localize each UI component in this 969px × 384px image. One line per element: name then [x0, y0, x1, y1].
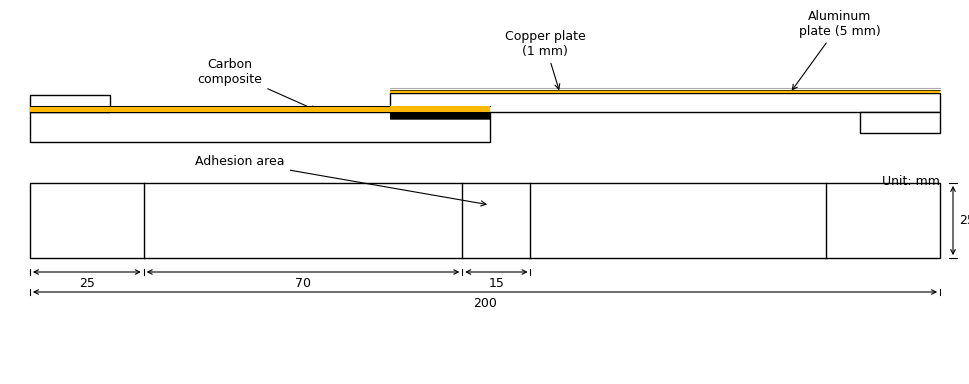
Bar	[390, 93, 940, 112]
Text: 15: 15	[488, 277, 504, 290]
Bar	[390, 112, 490, 119]
Text: 25: 25	[78, 277, 95, 290]
Text: Unit: mm: Unit: mm	[882, 175, 940, 188]
Text: Adhesion area: Adhesion area	[195, 155, 486, 206]
Text: 200: 200	[473, 297, 497, 310]
Text: 25: 25	[959, 214, 969, 227]
Bar	[390, 106, 490, 112]
Bar	[390, 90, 940, 93]
Bar	[30, 95, 110, 112]
Text: Copper plate
(1 mm): Copper plate (1 mm)	[505, 30, 585, 89]
Bar	[860, 112, 940, 133]
Text: Carbon
composite: Carbon composite	[198, 58, 316, 111]
Text: Aluminum
plate (5 mm): Aluminum plate (5 mm)	[793, 10, 881, 90]
Text: 70: 70	[295, 277, 311, 290]
Bar	[30, 183, 940, 258]
Bar	[30, 112, 490, 142]
Bar	[30, 106, 490, 112]
